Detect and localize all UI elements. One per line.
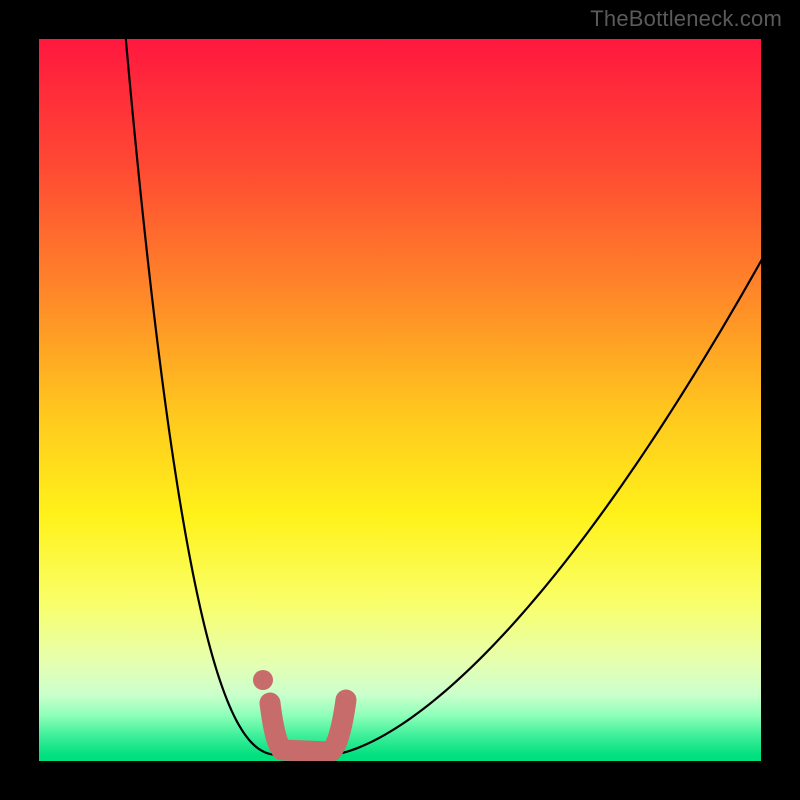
marker-dot: [253, 670, 273, 690]
watermark-text: TheBottleneck.com: [590, 6, 782, 32]
gradient-background: [37, 37, 763, 763]
bottleneck-chart: [0, 0, 800, 800]
